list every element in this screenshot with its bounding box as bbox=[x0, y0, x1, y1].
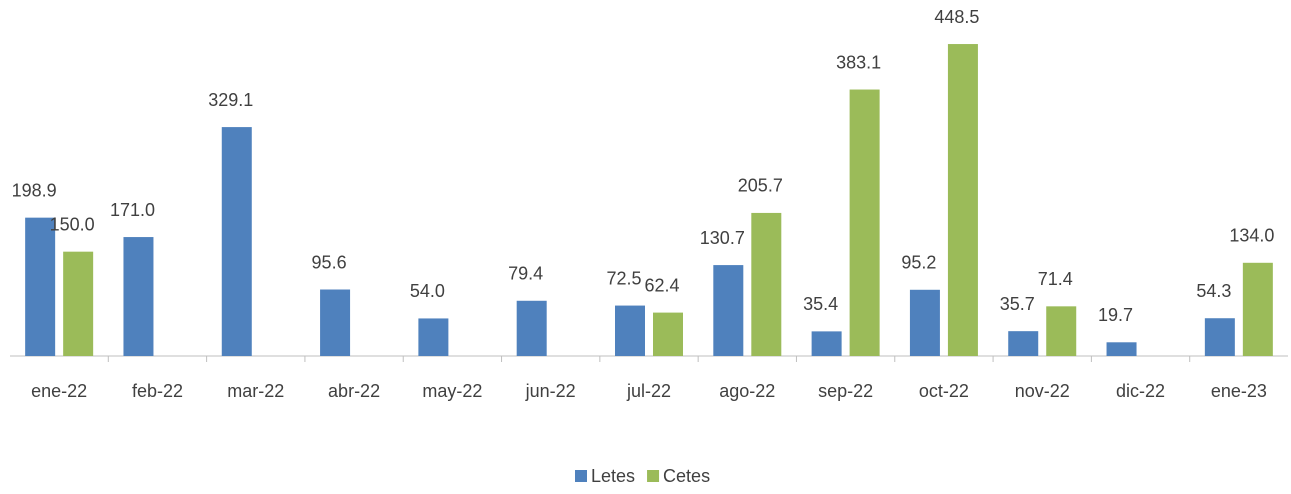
x-tick-label: may-22 bbox=[422, 381, 482, 401]
x-tick-label: sep-22 bbox=[818, 381, 873, 401]
bar bbox=[25, 217, 56, 356]
x-tick-label: ene-22 bbox=[31, 381, 87, 401]
bar bbox=[811, 331, 842, 356]
x-tick-label: jul-22 bbox=[626, 381, 671, 401]
legend-label: Cetes bbox=[663, 466, 710, 486]
data-label: 62.4 bbox=[644, 275, 679, 295]
data-label: 198.9 bbox=[12, 180, 57, 200]
data-label: 54.0 bbox=[410, 281, 445, 301]
data-label: 448.5 bbox=[934, 7, 979, 27]
legend-swatch bbox=[647, 470, 660, 482]
x-tick-label: jun-22 bbox=[525, 381, 576, 401]
legend-swatch bbox=[575, 470, 587, 482]
bar bbox=[1046, 306, 1077, 356]
x-tick-label: abr-22 bbox=[328, 381, 380, 401]
bar bbox=[909, 289, 940, 356]
bar bbox=[653, 312, 683, 356]
data-label: 54.3 bbox=[1196, 281, 1231, 301]
x-tick-label: feb-22 bbox=[132, 381, 183, 401]
x-tick-label: mar-22 bbox=[227, 381, 284, 401]
data-label: 130.7 bbox=[700, 228, 745, 248]
data-label: 134.0 bbox=[1229, 226, 1274, 246]
x-tick-label: dic-22 bbox=[1116, 381, 1165, 401]
data-label: 171.0 bbox=[110, 200, 155, 220]
bar bbox=[615, 305, 645, 356]
bar bbox=[123, 237, 154, 356]
data-label: 95.6 bbox=[312, 252, 347, 272]
data-label: 205.7 bbox=[738, 176, 783, 196]
data-label: 19.7 bbox=[1098, 305, 1133, 325]
bar bbox=[1008, 331, 1039, 356]
x-tick-label: ene-23 bbox=[1211, 381, 1267, 401]
bar bbox=[1106, 342, 1137, 356]
bar bbox=[849, 89, 880, 357]
data-label: 71.4 bbox=[1038, 269, 1073, 289]
x-tick-label: nov-22 bbox=[1015, 381, 1070, 401]
data-label: 79.4 bbox=[508, 264, 543, 284]
bar bbox=[63, 251, 94, 356]
bar bbox=[751, 212, 782, 356]
data-label: 383.1 bbox=[836, 52, 881, 72]
bar bbox=[418, 318, 449, 356]
legend-label: Letes bbox=[591, 466, 635, 486]
bar bbox=[221, 127, 252, 356]
data-label: 35.4 bbox=[803, 294, 838, 314]
bar bbox=[713, 265, 744, 356]
data-label: 150.0 bbox=[50, 214, 95, 234]
data-label: 72.5 bbox=[606, 268, 641, 288]
bar bbox=[1242, 262, 1273, 356]
x-tick-label: ago-22 bbox=[719, 381, 775, 401]
data-label: 95.2 bbox=[901, 253, 936, 273]
bar bbox=[320, 289, 351, 356]
bar bbox=[947, 44, 978, 356]
bar bbox=[1204, 318, 1235, 356]
x-tick-label: oct-22 bbox=[919, 381, 969, 401]
data-label: 35.7 bbox=[1000, 294, 1035, 314]
data-label: 329.1 bbox=[208, 90, 253, 110]
bar bbox=[516, 300, 547, 356]
